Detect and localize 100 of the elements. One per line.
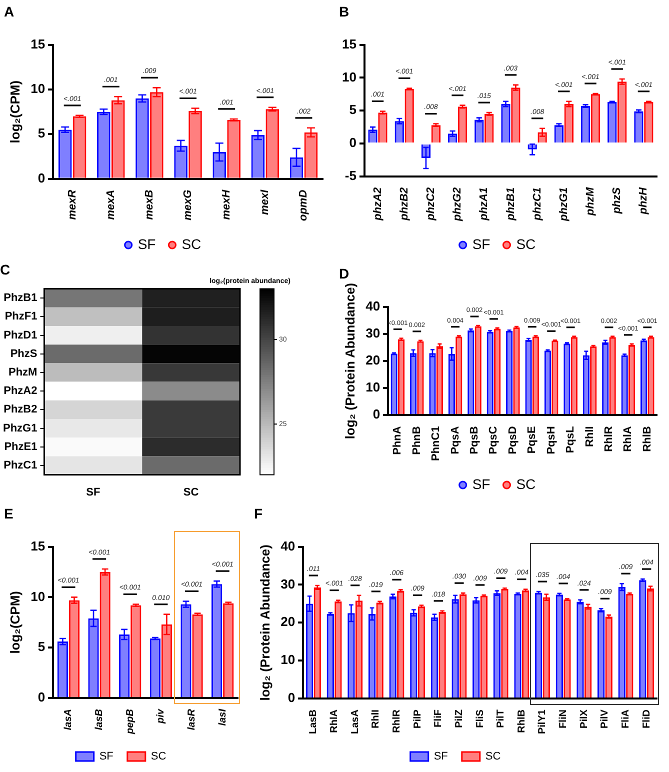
x-tick-label: lasB: [94, 709, 106, 730]
y-tick-label: 20: [280, 614, 296, 630]
x-tick-label: RhlI: [370, 709, 382, 728]
x-tick-label: lasA: [63, 709, 74, 730]
bar: [334, 601, 342, 698]
y-tick-label: 5: [349, 102, 356, 118]
bar: [525, 340, 532, 414]
x-tick-label: phzS: [611, 186, 624, 215]
x-tick-label: mexR: [66, 190, 78, 220]
bar: [266, 109, 280, 178]
x-tick-label: RhlA: [329, 710, 340, 733]
bar: [417, 341, 424, 414]
y-axis-title: log₂ (Protein Abundance): [342, 282, 358, 440]
bar: [556, 594, 563, 698]
x-tick-label: phzH: [638, 186, 650, 216]
y-tick-label: 40: [366, 298, 380, 314]
bar: [564, 344, 570, 414]
bar: [605, 616, 612, 698]
x-tick-label: FliS: [474, 709, 486, 728]
chart-title: A: [4, 3, 14, 20]
bar: [618, 587, 626, 698]
chart-title: B: [339, 3, 350, 20]
bar: [188, 110, 202, 178]
x-tick-label: mexB: [144, 190, 156, 220]
chart-title: C: [0, 261, 10, 278]
y-tick-label: 10: [30, 588, 46, 604]
x-tick-label: lasI: [217, 708, 228, 726]
bar: [150, 638, 160, 697]
x-tick-label: PhnC1: [430, 426, 442, 462]
x-tick-label: PqsL: [564, 426, 577, 454]
bar: [410, 612, 418, 698]
bar: [418, 606, 426, 698]
legend-label: SF: [138, 236, 156, 252]
y-tick-label: 0: [288, 690, 296, 706]
bar: [58, 130, 72, 178]
x-tick-label: mexG: [182, 189, 194, 220]
y-tick-label: 15: [30, 36, 46, 52]
bar: [513, 327, 520, 414]
x-tick-label: FliF: [433, 710, 444, 728]
bar: [493, 593, 501, 698]
bar: [314, 587, 321, 698]
x-tick-label: phzB2: [398, 187, 410, 222]
y-tick-label: 10: [366, 380, 380, 395]
chart-title: F: [254, 505, 263, 522]
bar: [397, 590, 404, 698]
bar: [486, 332, 494, 414]
x-tick-label: phzA1: [478, 187, 490, 222]
x-tick-label: lasR: [186, 708, 198, 730]
bar: [626, 594, 634, 698]
y-tick-label: 30: [280, 576, 296, 592]
bar: [398, 339, 405, 414]
bar: [390, 354, 398, 414]
bar: [576, 602, 584, 698]
x-tick-label: FliN: [558, 710, 570, 728]
x-tick-label: opmD: [298, 190, 310, 222]
bar: [480, 596, 488, 698]
bar: [552, 340, 558, 414]
legend-label: SC: [516, 236, 536, 252]
bar: [429, 353, 436, 414]
bar: [639, 580, 646, 698]
x-tick-label: PqsA: [449, 426, 462, 454]
y-tick-label: PhzC1: [4, 460, 38, 472]
bar: [57, 642, 68, 697]
x-tick-label: RhlB: [516, 710, 528, 733]
x-tick-label: PqsH: [545, 426, 558, 454]
bar: [534, 592, 542, 698]
bar: [602, 342, 609, 414]
bar: [130, 605, 142, 697]
x-tick-label: mexI: [259, 188, 272, 215]
bar: [468, 330, 474, 414]
y-tick-label: 0: [349, 135, 356, 150]
bar: [326, 614, 334, 698]
y-tick-label: -5: [344, 168, 356, 183]
y-axis-title: log₂(CPM): [7, 590, 22, 654]
bar: [460, 594, 467, 698]
legend-label: SC: [182, 236, 202, 252]
x-tick-label: LasA: [350, 710, 361, 734]
legend-label: SF: [99, 750, 114, 763]
bar: [192, 614, 203, 697]
x-tick-label: RhlA: [622, 426, 634, 452]
bar: [100, 572, 110, 697]
bar: [227, 120, 240, 178]
x-tick-label: mexA: [104, 190, 117, 220]
y-tick-label: 15: [30, 538, 46, 554]
x-tick-label: FliA: [620, 710, 632, 728]
x-tick-label: PilV: [600, 709, 611, 728]
x-tick-label: LasB: [308, 710, 320, 734]
legend-label: SC: [485, 750, 501, 763]
bar: [410, 353, 417, 414]
bar: [570, 337, 578, 414]
x-tick-label: phzG1: [558, 187, 570, 222]
y-tick-label: 10: [280, 652, 296, 668]
y-axis-title: log₂ (Protein Abundance): [257, 544, 272, 701]
x-tick-label: PqsC: [488, 426, 500, 454]
x-tick-label: RhlR: [603, 426, 616, 452]
y-tick-label: 0: [38, 690, 46, 705]
y-tick-label: PhzB2: [4, 404, 38, 416]
bar: [97, 112, 110, 178]
bar: [223, 603, 234, 697]
x-tick-label: PilT: [496, 710, 507, 728]
